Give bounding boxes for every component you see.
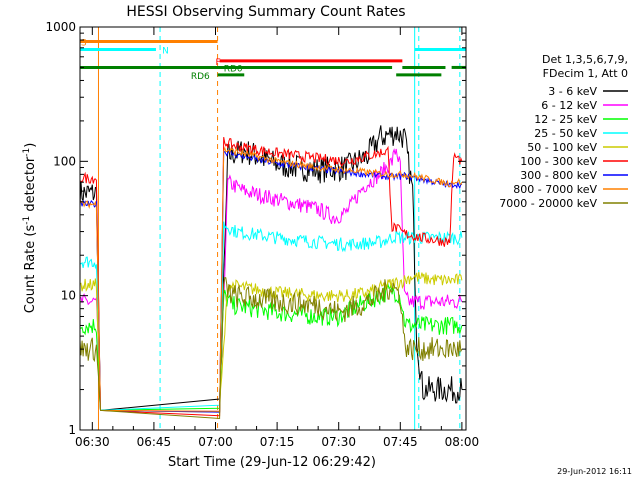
legend-label-4: 25 - 50 keV <box>534 127 597 140</box>
x-tick-label-2: 06:45 <box>137 435 172 449</box>
x-tick-label-6: 07:45 <box>383 435 418 449</box>
y-tick-label-2: 10 <box>61 289 76 303</box>
legend-label-3: 12 - 25 keV <box>534 113 597 126</box>
footer-date: 29-Jun-2012 16:11 <box>557 467 632 476</box>
x-tick-label-3: 07:00 <box>198 435 233 449</box>
y-axis-label-end: ) <box>23 143 38 148</box>
x-axis-label: Start Time (29-Jun-12 06:29:42) <box>168 455 376 470</box>
y-axis-label-mid: detector <box>23 156 38 216</box>
series-line-2 <box>79 148 463 412</box>
x-tick-label-4: 07:15 <box>260 435 295 449</box>
flag-n-label: N <box>162 46 169 56</box>
legend-label-7: 300 - 800 keV <box>520 169 597 182</box>
series-line-5 <box>79 272 463 413</box>
legend-label-6: 100 - 300 keV <box>520 155 597 168</box>
legend-label-1: 3 - 6 keV <box>548 85 597 98</box>
series-line-3 <box>79 282 463 411</box>
series-line-4 <box>79 221 463 411</box>
x-axis-ticks: 06:30 06:45 07:00 07:15 07:30 07:45 08:00 <box>75 27 479 449</box>
y-axis-label-sup: -1 <box>22 216 32 225</box>
series-line-9 <box>79 276 463 420</box>
legend-header-line-1: Det 1,3,5,6,7,9, <box>542 53 628 66</box>
y-axis-label: Count Rate (s-1 detector-1) <box>22 143 38 314</box>
flag-rd6-label: RD6 <box>191 72 210 82</box>
series-line-8 <box>79 146 463 412</box>
x-tick-label-7: 08:00 <box>445 435 480 449</box>
legend-label-5: 50 - 100 keV <box>527 141 597 154</box>
x-tick-label-5: 07:30 <box>321 435 356 449</box>
x-tick-label-1: 06:30 <box>75 435 110 449</box>
legend-label-9: 7000 - 20000 keV <box>499 197 597 210</box>
y-axis-ticks: 1 10 100 1000 <box>45 20 466 437</box>
series-line-6 <box>79 137 463 417</box>
y-axis-label-sup2: -1 <box>22 148 32 157</box>
plot-frame <box>79 26 467 431</box>
flag-f-label: F <box>216 58 221 68</box>
data-series <box>79 125 463 420</box>
legend-label-8: 800 - 7000 keV <box>513 183 597 196</box>
legend-header-line-2: FDecim 1, Att 0 <box>543 67 628 80</box>
legend-label-2: 6 - 12 keV <box>541 99 597 112</box>
chart-title: HESSI Observing Summary Count Rates <box>126 4 405 20</box>
flag-s-label: S <box>81 38 87 48</box>
legend: Det 1,3,5,6,7,9, FDecim 1, Att 0 3 - 6 k… <box>499 53 628 210</box>
y-tick-label-4: 1000 <box>45 20 76 34</box>
flag-rd0-label: RD0 <box>224 64 243 74</box>
y-axis-label-main: Count Rate (s <box>23 225 38 314</box>
y-tick-label-3: 100 <box>53 154 76 168</box>
y-tick-label-1: 1 <box>68 423 76 437</box>
